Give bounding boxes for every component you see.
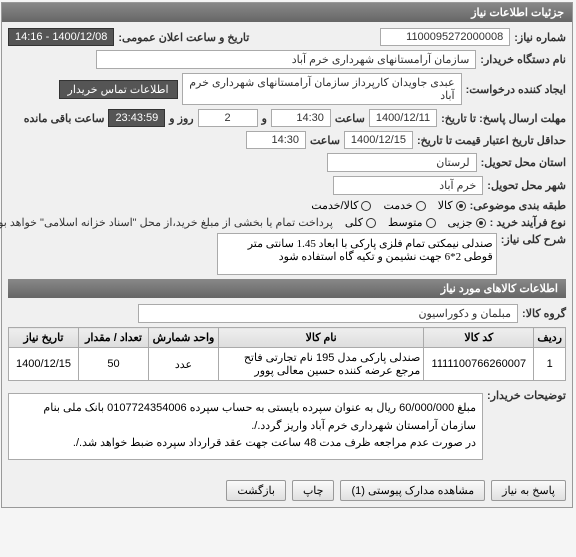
category-radio-group: کالا خدمت کالا/خدمت [312, 199, 466, 212]
desc-label: شرح کلی نیاز: [502, 233, 567, 246]
attachments-button[interactable]: مشاهده مدارک پیوستی (1) [341, 480, 486, 501]
province-label: استان محل تحویل: [482, 156, 567, 169]
process-label: نوع فرآیند خرید : [491, 216, 567, 229]
validity-time-field: 14:30 [247, 131, 307, 149]
goods-table: ردیف کد کالا نام کالا واحد شمارش تعداد /… [9, 327, 567, 381]
footer-buttons: پاسخ به نیاز مشاهده مدارک پیوستی (1) چاپ… [3, 474, 573, 507]
validity-date-field: 1400/12/15 [345, 131, 414, 149]
th-idx: ردیف [535, 328, 567, 348]
radio-icon [367, 218, 377, 228]
form-content: شماره نیاز: 1100095272000008 تاریخ و ساع… [3, 22, 573, 474]
validity-label: حداقل تاریخ اعتبار قیمت تا تاریخ: [418, 134, 567, 147]
cell-idx: 1 [535, 348, 567, 381]
radio-label: خدمت [384, 199, 413, 212]
radio-label: متوسط [389, 216, 424, 229]
th-unit: واحد شمارش [150, 328, 220, 348]
deadline-time-label: ساعت [336, 112, 366, 125]
radio-icon [427, 218, 437, 228]
validity-time-label: ساعت [311, 134, 341, 147]
radio-icon [417, 201, 427, 211]
countdown-suffix: ساعت باقی مانده [25, 112, 106, 125]
cell-qty: 50 [80, 348, 150, 381]
th-code: کد کالا [425, 328, 535, 348]
radio-icon [457, 201, 467, 211]
category-label: طبقه بندی موضوعی: [471, 199, 567, 212]
th-name: نام کالا [220, 328, 425, 348]
radio-label: جزیی [449, 216, 474, 229]
main-panel: جزئیات اطلاعات نیاز شماره نیاز: 11000952… [2, 2, 574, 508]
countdown-field: 23:43:59 [109, 109, 166, 127]
process-radio-minor[interactable]: جزیی [449, 216, 487, 229]
need-number-field: 1100095272000008 [381, 28, 511, 46]
city-field: خرم آباد [334, 176, 484, 195]
back-button[interactable]: بازگشت [227, 480, 287, 501]
deadline-date-field: 1400/12/11 [370, 109, 438, 127]
radio-icon [362, 201, 372, 211]
radio-icon [477, 218, 487, 228]
city-label: شهر محل تحویل: [488, 179, 567, 192]
creator-label: ایجاد کننده درخواست: [467, 83, 567, 96]
print-button[interactable]: چاپ [293, 480, 336, 501]
radio-label: کالا [439, 199, 454, 212]
deadline-label: مهلت ارسال پاسخ: تا تاریخ: [442, 112, 567, 125]
buyer-label: نام دستگاه خریدار: [481, 53, 567, 66]
th-date: تاریخ نیاز [10, 328, 80, 348]
buyer-field: سازمان آرامستانهای شهرداری خرم آباد [97, 50, 477, 69]
cell-date: 1400/12/15 [10, 348, 80, 381]
th-qty: تعداد / مقدار [80, 328, 150, 348]
group-field: مبلمان و دکوراسیون [139, 304, 519, 323]
process-radio-group: جزیی متوسط کلی [346, 216, 487, 229]
buyer-notes-box: مبلغ 60/000/000 ریال به عنوان سپرده بایس… [9, 393, 484, 460]
category-radio-service[interactable]: خدمت [384, 199, 426, 212]
cell-name: صندلی پارکی مدل 195 نام تجارتی فاتح مرجع… [220, 348, 425, 381]
process-radio-medium[interactable]: متوسط [389, 216, 437, 229]
day-prefix: و [263, 112, 268, 125]
cell-code: 1111100766260007 [425, 348, 535, 381]
process-radio-major[interactable]: کلی [346, 216, 377, 229]
province-field: لرستان [328, 153, 478, 172]
group-label: گروه کالا: [523, 307, 567, 320]
category-radio-goods[interactable]: کالا [439, 199, 467, 212]
goods-section-header: اطلاعات کالاهای مورد نیاز [9, 279, 567, 298]
creator-field: عبدی جاویدان کارپرداز سازمان آرامستانهای… [183, 73, 463, 105]
contact-info-button[interactable]: اطلاعات تماس خریدار [60, 80, 179, 99]
description-textarea[interactable] [218, 233, 498, 275]
announce-label: تاریخ و ساعت اعلان عمومی: [119, 31, 250, 44]
days-remaining-field: 2 [199, 109, 259, 127]
category-radio-both[interactable]: کالا/خدمت [312, 199, 372, 212]
day-suffix: روز و [170, 112, 194, 125]
radio-label: کالا/خدمت [312, 199, 359, 212]
process-note: پرداخت تمام یا بخشی از مبلغ خرید،از محل … [0, 216, 334, 229]
notes-label: توضیحات خریدار: [488, 389, 567, 402]
announce-value: 1400/12/08 - 14:16 [9, 28, 115, 46]
need-number-label: شماره نیاز: [515, 31, 567, 44]
deadline-time-field: 14:30 [272, 109, 332, 127]
panel-title: جزئیات اطلاعات نیاز [3, 3, 573, 22]
table-row[interactable]: 1 1111100766260007 صندلی پارکی مدل 195 ن… [10, 348, 567, 381]
radio-label: کلی [346, 216, 364, 229]
cell-unit: عدد [150, 348, 220, 381]
reply-button[interactable]: پاسخ به نیاز [492, 480, 567, 501]
